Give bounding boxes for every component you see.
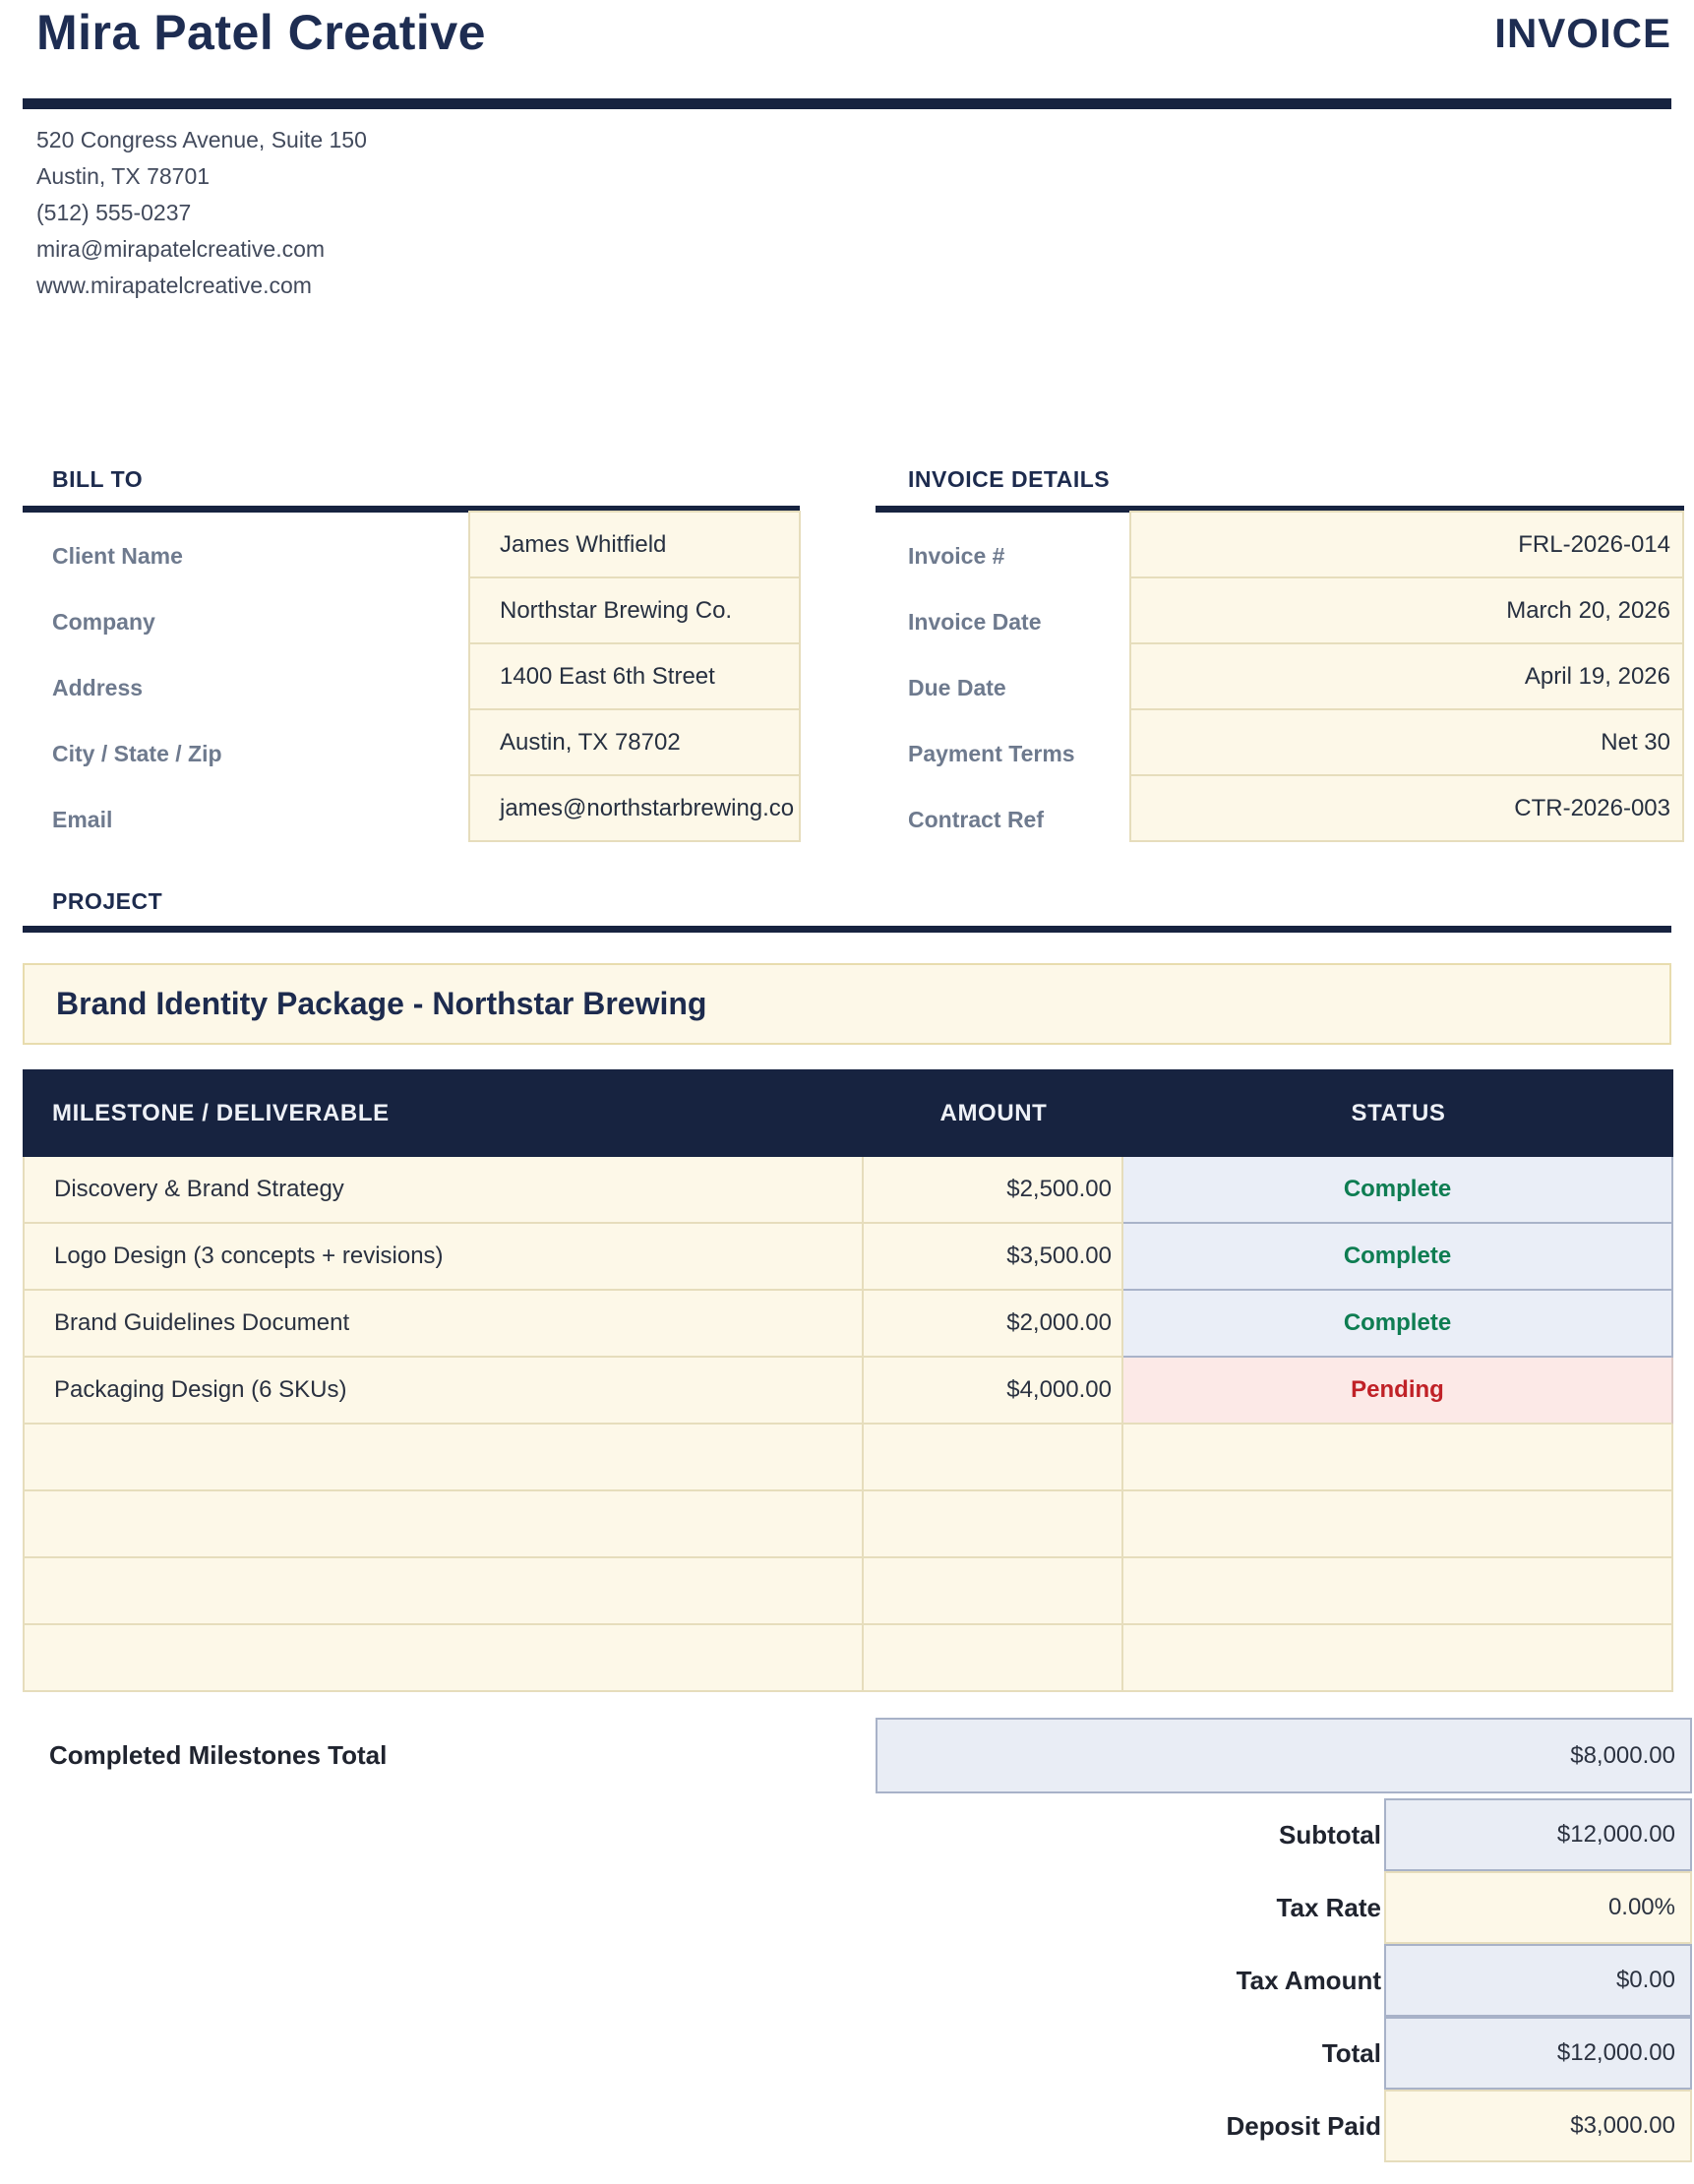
input-invoice-number[interactable]: FRL-2026-014 [1129,511,1684,578]
summary-value-tax-amount: $0.00 [1384,1944,1692,2017]
col-amount-header: AMOUNT [939,1099,1048,1126]
input-city-state-zip[interactable]: Austin, TX 78702 [468,708,801,776]
status-cell[interactable]: Complete [1123,1291,1673,1358]
milestone-cell-empty[interactable] [23,1558,864,1625]
input-email[interactable]: james@northstarbrewing.co [468,774,801,842]
amount-cell[interactable]: $2,000.00 [864,1291,1123,1358]
company-website: www.mirapatelcreative.com [36,273,312,298]
table-row-empty [23,1425,1673,1491]
amount-cell[interactable]: $4,000.00 [864,1358,1123,1425]
input-due-date[interactable]: April 19, 2026 [1129,642,1684,710]
milestone-cell[interactable]: Packaging Design (6 SKUs) [23,1358,864,1425]
input-client-name[interactable]: James Whitfield [468,511,801,578]
input-contract-ref[interactable]: CTR-2026-003 [1129,774,1684,842]
status-cell-empty[interactable] [1123,1491,1673,1558]
header-divider [23,98,1671,109]
invoice-details-title: INVOICE DETAILS [908,466,1111,492]
company-phone: (512) 555-0237 [36,200,192,225]
completed-total-value: $8,000.00 [876,1718,1692,1793]
summary-label-tax-amount: Tax Amount [1236,1965,1381,1995]
address-line: Austin, TX 78701 [36,163,211,189]
label-email: Email [52,807,113,832]
amount-cell-empty[interactable] [864,1425,1123,1491]
amount-cell[interactable]: $3,500.00 [864,1224,1123,1291]
status-cell-empty[interactable] [1123,1425,1673,1491]
amount-cell-empty[interactable] [864,1625,1123,1692]
milestone-cell[interactable]: Discovery & Brand Strategy [23,1157,864,1224]
label-address: Address [52,675,144,700]
summary-label-subtotal: Subtotal [1279,1819,1381,1850]
summary-label-total: Total [1321,2037,1381,2068]
label-due-date: Due Date [908,675,1006,700]
project-title: PROJECT [52,888,163,914]
input-company[interactable]: Northstar Brewing Co. [468,576,801,644]
table-row-empty [23,1558,1673,1625]
status-cell-empty[interactable] [1123,1558,1673,1625]
label-city-state-zip: City / State / Zip [52,741,222,766]
input-invoice-date[interactable]: March 20, 2026 [1129,576,1684,644]
milestone-cell-empty[interactable] [23,1425,864,1491]
summary-label-tax-rate: Tax Rate [1276,1892,1381,1922]
status-cell[interactable]: Complete [1123,1157,1673,1224]
summary-value-subtotal: $12,000.00 [1384,1798,1692,1871]
amount-cell[interactable]: $2,500.00 [864,1157,1123,1224]
amount-cell-empty[interactable] [864,1491,1123,1558]
invoice-details-divider [876,506,1684,513]
document-title: INVOICE [1494,10,1671,56]
status-cell[interactable]: Complete [1123,1224,1673,1291]
summary-value-total: $12,000.00 [1384,2017,1692,2090]
summary-value-deposit-paid[interactable]: $3,000.00 [1384,2090,1692,2162]
input-payment-terms[interactable]: Net 30 [1129,708,1684,776]
milestone-cell[interactable]: Logo Design (3 concepts + revisions) [23,1224,864,1291]
bill-to-title: BILL TO [52,466,144,492]
table-row-empty [23,1625,1673,1692]
table-row-empty [23,1491,1673,1558]
project-name-banner[interactable]: Brand Identity Package - Northstar Brewi… [23,963,1671,1045]
project-divider [23,926,1671,933]
label-client-name: Client Name [52,543,183,569]
completed-total-label: Completed Milestones Total [49,1740,388,1770]
company-name: Mira Patel Creative [36,5,486,60]
table-row: Brand Guidelines Document $2,000.00 Comp… [23,1291,1673,1358]
milestone-cell-empty[interactable] [23,1625,864,1692]
table-row: Packaging Design (6 SKUs) $4,000.00 Pend… [23,1358,1673,1425]
bill-to-divider [23,506,800,513]
table-header-row: MILESTONE / DELIVERABLE AMOUNT STATUS [23,1069,1673,1157]
company-address-block: 520 Congress Avenue, Suite 150 Austin, T… [36,122,367,304]
summary-value-tax-rate[interactable]: 0.00% [1384,1871,1692,1944]
status-cell[interactable]: Pending [1123,1358,1673,1425]
status-cell-empty[interactable] [1123,1625,1673,1692]
milestone-cell[interactable]: Brand Guidelines Document [23,1291,864,1358]
company-email: mira@mirapatelcreative.com [36,236,326,262]
milestone-cell-empty[interactable] [23,1491,864,1558]
address-line: 520 Congress Avenue, Suite 150 [36,127,367,152]
label-company: Company [52,609,155,635]
label-invoice-number: Invoice # [908,543,1005,569]
table-row: Discovery & Brand Strategy $2,500.00 Com… [23,1157,1673,1224]
table-row: Logo Design (3 concepts + revisions) $3,… [23,1224,1673,1291]
summary-label-deposit-paid: Deposit Paid [1226,2110,1381,2141]
col-milestone-header: MILESTONE / DELIVERABLE [52,1099,390,1126]
col-status-header: STATUS [1351,1099,1446,1126]
input-address[interactable]: 1400 East 6th Street [468,642,801,710]
amount-cell-empty[interactable] [864,1558,1123,1625]
milestones-table: MILESTONE / DELIVERABLE AMOUNT STATUS Di… [23,1069,1673,1692]
label-invoice-date: Invoice Date [908,609,1042,635]
label-contract-ref: Contract Ref [908,807,1045,832]
label-payment-terms: Payment Terms [908,741,1075,766]
